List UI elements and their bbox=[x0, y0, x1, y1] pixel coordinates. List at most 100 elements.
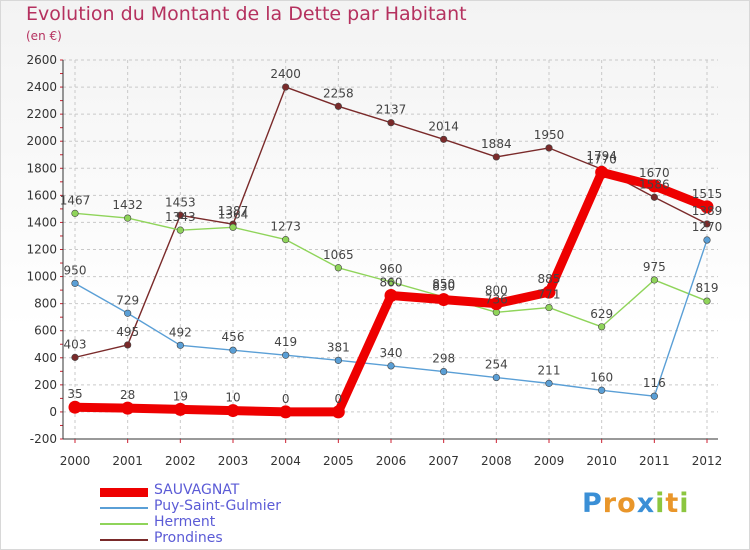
data-labels: 403 495 1453 1387 2400 2258 2137 2014 1884 1950 17… bbox=[60, 67, 723, 406]
data-label: 419 bbox=[274, 335, 297, 349]
data-label: 950 bbox=[64, 263, 87, 277]
data-label: 2400 bbox=[270, 67, 301, 81]
y-tick-label: 1600 bbox=[26, 188, 57, 202]
data-label: 1453 bbox=[165, 195, 196, 209]
data-point bbox=[545, 144, 553, 152]
data-label: 975 bbox=[643, 260, 666, 274]
brand-letter: i bbox=[655, 488, 666, 519]
data-point bbox=[226, 404, 240, 418]
y-tick-label: 2000 bbox=[26, 134, 57, 148]
data-label: 492 bbox=[169, 325, 192, 339]
data-point bbox=[282, 351, 290, 359]
data-point bbox=[279, 405, 293, 419]
data-point bbox=[68, 400, 82, 414]
x-tick-label: 2008 bbox=[481, 454, 512, 468]
data-point bbox=[542, 285, 556, 299]
legend-swatch bbox=[100, 539, 148, 541]
data-label: 1065 bbox=[323, 248, 354, 262]
x-tick-label: 2010 bbox=[586, 454, 617, 468]
data-point bbox=[650, 193, 658, 201]
data-label: 2137 bbox=[376, 103, 407, 117]
data-point bbox=[387, 278, 395, 286]
data-point bbox=[545, 379, 553, 387]
x-tick-label: 2005 bbox=[323, 454, 354, 468]
data-point bbox=[282, 236, 290, 244]
chart-unit: (en €) bbox=[26, 29, 62, 43]
data-point bbox=[598, 386, 606, 394]
data-label: 1364 bbox=[218, 207, 249, 221]
x-tick-label: 2000 bbox=[60, 454, 91, 468]
legend-label: Puy-Saint-Gulmier bbox=[154, 498, 281, 514]
data-point bbox=[334, 102, 342, 110]
data-point bbox=[650, 276, 658, 284]
data-point bbox=[71, 209, 79, 217]
data-label: 381 bbox=[327, 340, 350, 354]
data-label: 1586 bbox=[639, 177, 670, 191]
legend-swatch bbox=[100, 507, 148, 509]
data-point bbox=[124, 341, 132, 349]
data-label: 736 bbox=[485, 292, 508, 306]
data-label: 1343 bbox=[165, 210, 196, 224]
x-tick-label: 2003 bbox=[218, 454, 249, 468]
x-tick-label: 2012 bbox=[692, 454, 723, 468]
data-point bbox=[334, 264, 342, 272]
x-tick-label: 2001 bbox=[112, 454, 143, 468]
data-point bbox=[703, 220, 711, 228]
x-tick-label: 2002 bbox=[165, 454, 196, 468]
y-tick-label: 200 bbox=[34, 378, 57, 392]
data-label: 1515 bbox=[692, 187, 723, 201]
data-point bbox=[700, 200, 714, 214]
data-point bbox=[387, 362, 395, 370]
data-label: 1884 bbox=[481, 137, 512, 151]
data-point bbox=[173, 402, 187, 416]
data-point bbox=[124, 214, 132, 222]
data-point bbox=[71, 353, 79, 361]
data-point bbox=[384, 289, 398, 303]
data-label: 1273 bbox=[270, 220, 301, 234]
data-label: 35 bbox=[67, 387, 82, 401]
brand-letter: i bbox=[679, 488, 690, 519]
y-tick-label: 800 bbox=[34, 297, 57, 311]
y-tick-label: 1400 bbox=[26, 215, 57, 229]
data-label: 850 bbox=[432, 277, 455, 291]
data-label: 456 bbox=[222, 330, 245, 344]
data-point bbox=[387, 119, 395, 127]
data-point bbox=[176, 211, 184, 219]
data-label: 116 bbox=[643, 376, 666, 390]
legend-label: SAUVAGNAT bbox=[154, 482, 240, 498]
data-label: 298 bbox=[432, 352, 455, 366]
data-point bbox=[647, 179, 661, 193]
legend-label: Herment bbox=[154, 514, 216, 530]
data-label: 860 bbox=[380, 276, 403, 290]
y-tick-label: 2600 bbox=[26, 53, 57, 67]
data-label: 1950 bbox=[534, 128, 565, 142]
data-point bbox=[650, 392, 658, 400]
x-tick-label: 2004 bbox=[270, 454, 301, 468]
y-tick-label: 0 bbox=[49, 405, 57, 419]
y-tick-label: 2200 bbox=[26, 107, 57, 121]
chart-title: Evolution du Montant de la Dette par Hab… bbox=[26, 3, 467, 25]
x-tick-label: 2011 bbox=[639, 454, 670, 468]
data-label: 211 bbox=[538, 363, 561, 377]
data-point bbox=[703, 297, 711, 305]
data-label: 771 bbox=[538, 288, 561, 302]
data-label: 19 bbox=[173, 389, 188, 403]
data-point bbox=[176, 226, 184, 234]
data-point bbox=[437, 293, 451, 307]
brand-letter: r bbox=[602, 488, 618, 519]
data-label: 1467 bbox=[60, 193, 91, 207]
y-tick-label: 1000 bbox=[26, 270, 57, 284]
data-label: 0 bbox=[335, 392, 343, 406]
data-point bbox=[492, 373, 500, 382]
x-tick-label: 2009 bbox=[534, 454, 565, 468]
data-point bbox=[282, 83, 290, 91]
data-point bbox=[229, 223, 237, 231]
data-label: 254 bbox=[485, 358, 508, 372]
brand-letter: x bbox=[636, 488, 656, 519]
y-tick-label: 1200 bbox=[26, 243, 57, 257]
data-label: 629 bbox=[590, 307, 613, 321]
data-label: 885 bbox=[538, 272, 561, 286]
data-label: 340 bbox=[380, 346, 403, 360]
data-point bbox=[71, 279, 79, 287]
